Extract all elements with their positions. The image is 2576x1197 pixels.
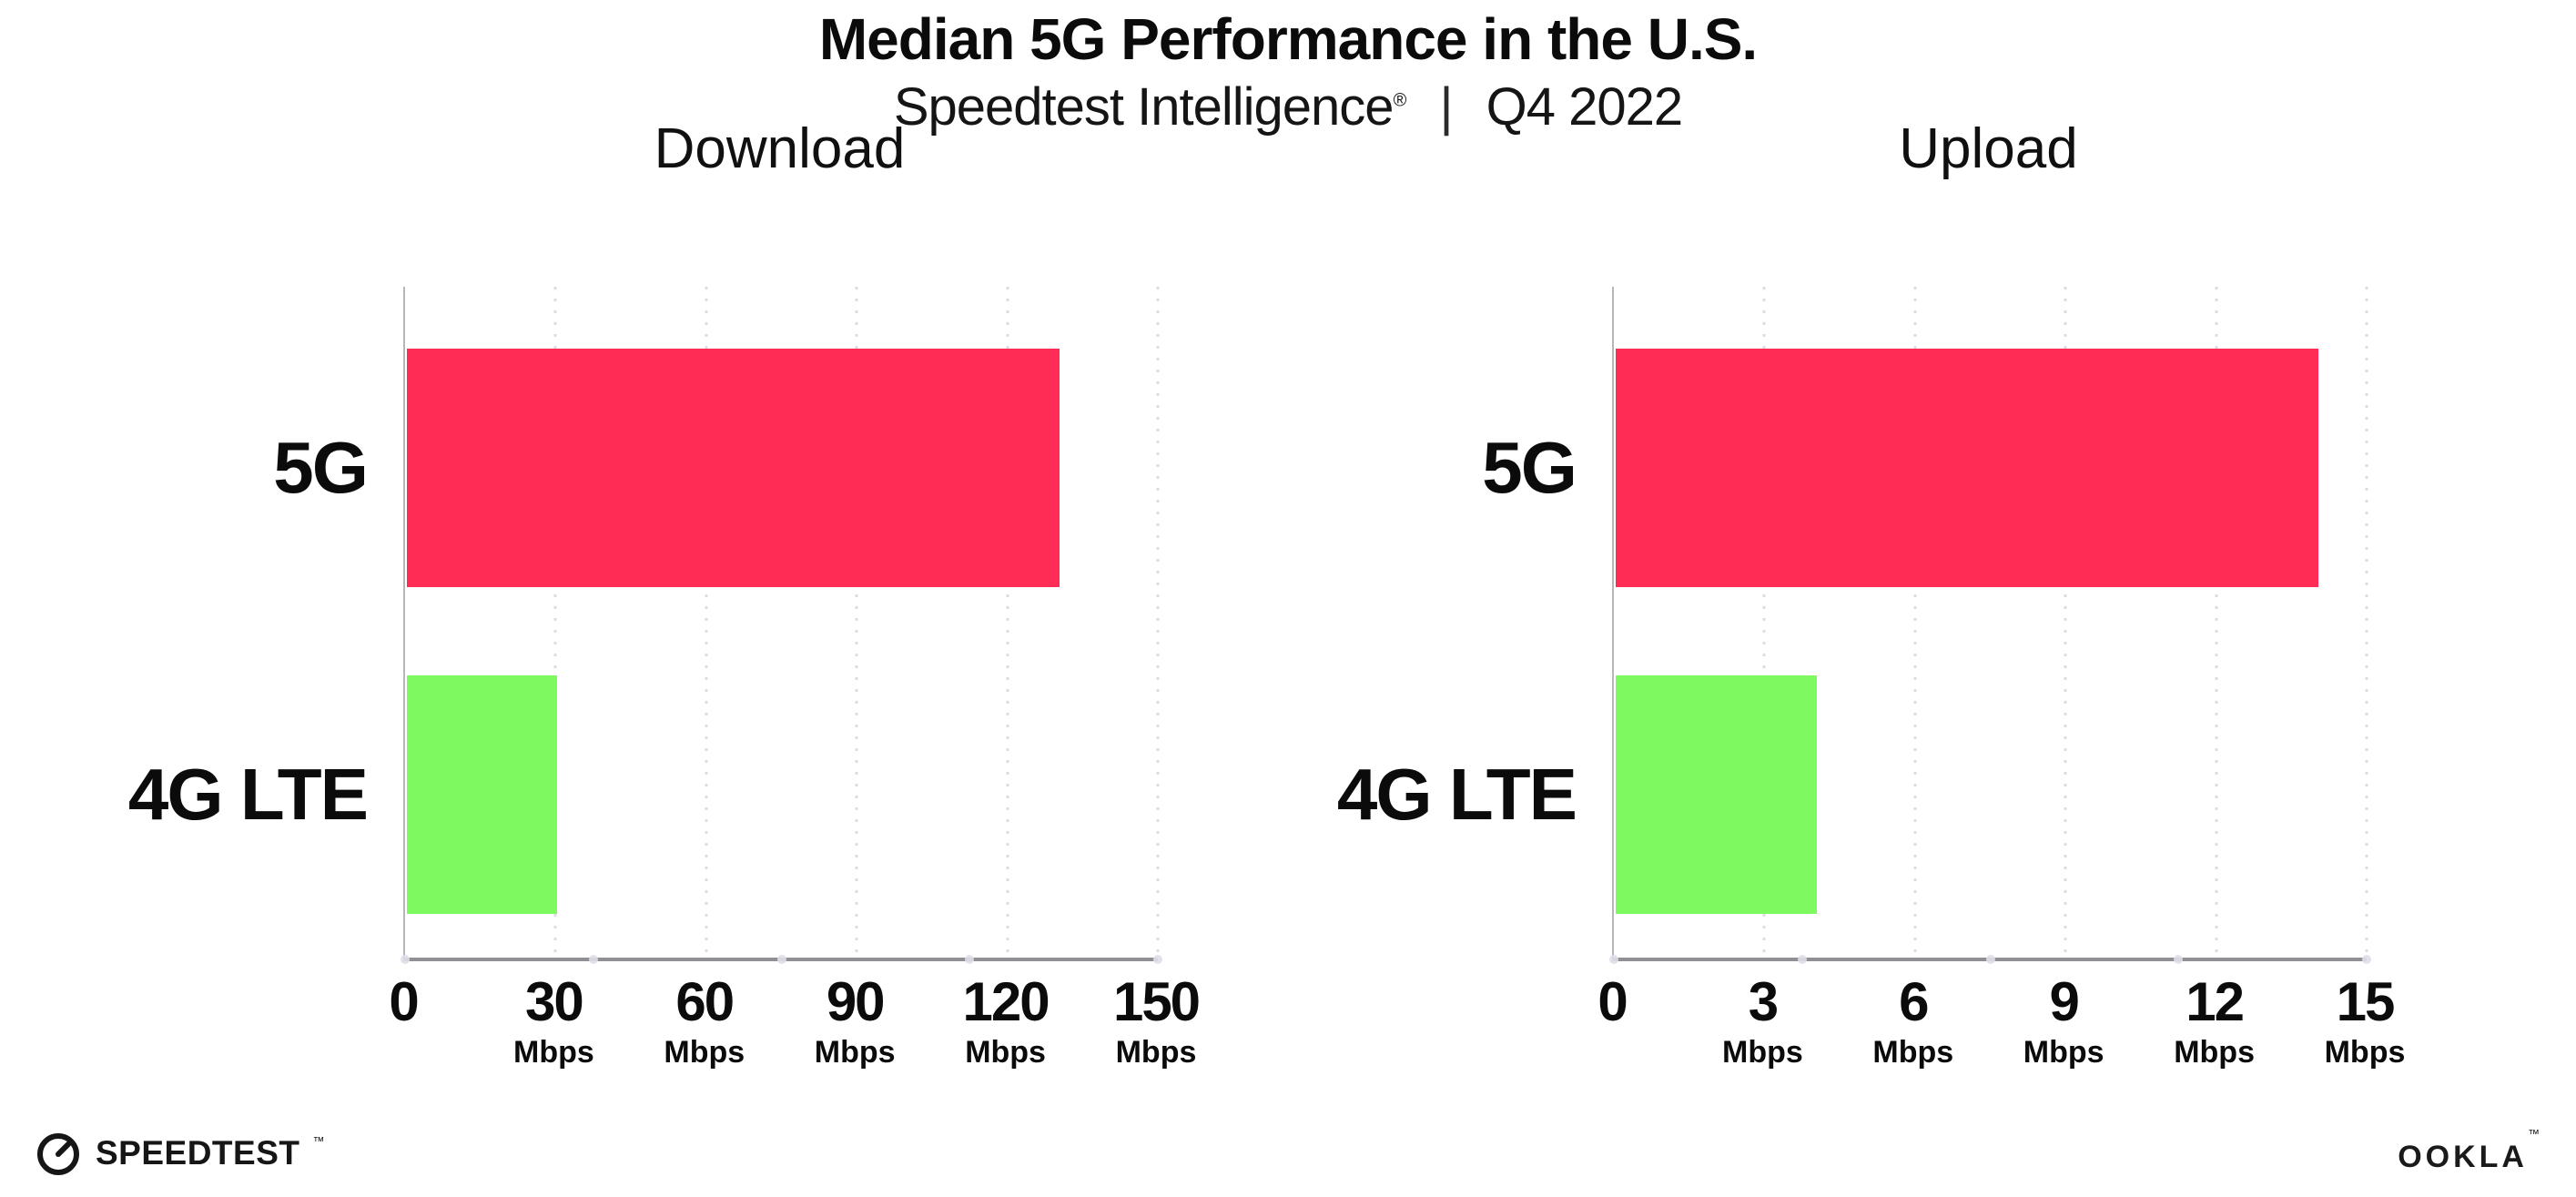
gridline xyxy=(2215,287,2218,958)
x-tick-unit: Mbps xyxy=(2324,1035,2406,1070)
subtitle-separator: | xyxy=(1439,77,1453,137)
axis-tick-dot xyxy=(588,955,598,964)
plot-area-upload: 5G 4G LTE xyxy=(1337,287,2371,964)
page-subtitle: Speedtest Intelligence® | Q4 2022 xyxy=(0,76,2576,137)
x-tick-90: 90 Mbps xyxy=(815,974,896,1070)
axis-tick-dot xyxy=(401,955,410,964)
category-label-5g: 5G xyxy=(1482,427,1577,508)
ookla-trademark: ™ xyxy=(2528,1127,2540,1141)
category-label-4g-lte: 4G LTE xyxy=(1336,754,1577,835)
x-tick-value: 90 xyxy=(826,971,886,1032)
bar-5g xyxy=(1616,349,2318,587)
axis-tick-dot xyxy=(1609,955,1618,964)
speedtest-logo-text: SPEEDTEST xyxy=(96,1134,300,1172)
axis-tick-dot xyxy=(2174,955,2184,964)
axis-tick-dot xyxy=(1153,955,1162,964)
x-axis-ticks-download: 0 30 Mbps 60 Mbps 90 Mbps 120 Mbps 150 Mbps xyxy=(389,971,1201,1101)
x-tick-unit: Mbps xyxy=(965,1035,1046,1070)
x-tick-unit: Mbps xyxy=(664,1035,745,1070)
ookla-logo: OOKLA ™ xyxy=(2398,1127,2540,1175)
x-tick-6: 6 Mbps xyxy=(1872,974,1953,1070)
x-tick-12: 12 Mbps xyxy=(2174,974,2255,1070)
x-tick-30: 30 Mbps xyxy=(513,974,594,1070)
gridline xyxy=(1156,287,1160,958)
gridline xyxy=(705,287,708,958)
page-title: Median 5G Performance in the U.S. xyxy=(818,6,1758,72)
ookla-logo-text: OOKLA xyxy=(2398,1140,2528,1174)
gridline xyxy=(2064,287,2067,958)
axis-tick-dot xyxy=(1797,955,1807,964)
category-label-4g-lte: 4G LTE xyxy=(127,754,369,835)
gridline xyxy=(1762,287,1766,958)
chart-title-download: Download xyxy=(654,117,906,180)
gridline xyxy=(1913,287,1917,958)
x-tick-unit: Mbps xyxy=(1115,1035,1197,1070)
x-tick-value: 12 xyxy=(2186,971,2245,1032)
x-tick-0: 0 xyxy=(389,971,419,1032)
x-tick-unit: Mbps xyxy=(2023,1035,2104,1070)
x-tick-60: 60 Mbps xyxy=(664,974,745,1070)
axis-tick-dot xyxy=(1985,955,1995,964)
registered-mark: ® xyxy=(1393,90,1407,111)
speedtest-trademark: ™ xyxy=(312,1133,325,1148)
x-tick-3: 3 Mbps xyxy=(1722,974,1803,1070)
subtitle-brand: Speedtest Intelligence xyxy=(893,77,1394,137)
x-tick-150: 150 Mbps xyxy=(1112,971,1201,1070)
x-tick-value: 9 xyxy=(2049,971,2080,1032)
bar-4g-lte xyxy=(407,675,558,914)
x-tick-unit: Mbps xyxy=(513,1035,594,1070)
bar-5g xyxy=(407,349,1060,587)
axis-tick-dot xyxy=(965,955,975,964)
x-axis-ticks-upload: 0 3 Mbps 6 Mbps 9 Mbps 12 Mbps 15 Mbps xyxy=(1597,974,2405,1101)
axis-tick-dot xyxy=(2362,955,2371,964)
subtitle-period: Q4 2022 xyxy=(1486,77,1684,137)
category-label-5g: 5G xyxy=(273,427,369,508)
x-tick-value: 30 xyxy=(525,971,584,1032)
x-tick-120: 120 Mbps xyxy=(962,971,1050,1070)
speedtest-logo: SPEEDTEST ™ xyxy=(34,1129,325,1178)
gridline xyxy=(855,287,858,958)
gridline xyxy=(1006,287,1009,958)
x-tick-value: 120 xyxy=(962,971,1050,1032)
plot-area-download: 5G 4G LTE xyxy=(128,287,1162,964)
x-tick-unit: Mbps xyxy=(1872,1035,1954,1070)
speedtest-gauge-icon xyxy=(37,1133,79,1175)
x-tick-unit: Mbps xyxy=(2174,1035,2255,1070)
gridline xyxy=(553,287,557,958)
axis-tick-dot xyxy=(776,955,786,964)
x-tick-value: 60 xyxy=(675,971,735,1032)
x-tick-value: 0 xyxy=(1597,971,1628,1032)
x-tick-unit: Mbps xyxy=(814,1035,896,1070)
gridline xyxy=(2365,287,2368,958)
bar-4g-lte xyxy=(1616,675,1817,914)
x-tick-value: 15 xyxy=(2336,971,2396,1032)
x-tick-value: 0 xyxy=(389,971,419,1032)
x-tick-value: 3 xyxy=(1748,971,1779,1032)
x-tick-value: 150 xyxy=(1112,971,1201,1032)
x-tick-value: 6 xyxy=(1899,971,1929,1032)
x-tick-9: 9 Mbps xyxy=(2023,974,2104,1070)
chart-title-upload: Upload xyxy=(1899,117,2078,180)
x-tick-0: 0 xyxy=(1597,971,1628,1032)
x-tick-unit: Mbps xyxy=(1722,1035,1803,1070)
x-tick-15: 15 Mbps xyxy=(2325,974,2406,1070)
